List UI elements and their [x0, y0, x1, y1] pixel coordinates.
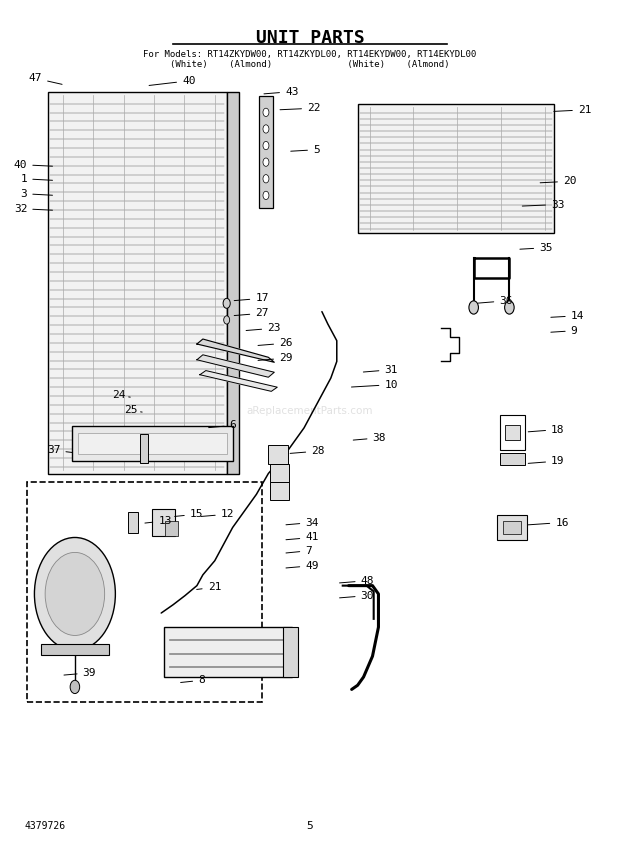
Bar	[283, 627, 298, 677]
Text: 26: 26	[258, 338, 293, 348]
Text: 23: 23	[246, 324, 281, 333]
Text: UNIT PARTS: UNIT PARTS	[255, 28, 365, 46]
Bar	[503, 520, 521, 534]
Text: 20: 20	[540, 176, 577, 187]
Bar	[227, 92, 239, 473]
Text: 12: 12	[201, 509, 234, 520]
Bar	[358, 104, 554, 233]
Text: 21: 21	[554, 104, 591, 115]
Bar	[164, 627, 292, 677]
Circle shape	[224, 316, 229, 324]
Circle shape	[263, 108, 269, 116]
Text: 3: 3	[20, 188, 53, 199]
Bar	[268, 445, 288, 464]
Text: 19: 19	[528, 456, 565, 466]
Text: 36: 36	[478, 296, 513, 306]
Bar	[497, 515, 527, 540]
Text: 40: 40	[149, 76, 195, 86]
Circle shape	[223, 299, 230, 308]
Text: aReplacementParts.com: aReplacementParts.com	[247, 407, 373, 416]
Bar	[27, 482, 262, 702]
Polygon shape	[197, 354, 274, 377]
Text: 49: 49	[286, 561, 319, 571]
Text: 39: 39	[64, 668, 96, 678]
Text: 15: 15	[175, 509, 203, 520]
Text: 28: 28	[290, 446, 325, 456]
Circle shape	[263, 158, 269, 166]
Bar	[140, 434, 148, 463]
Text: 43: 43	[264, 86, 298, 97]
Bar	[259, 96, 273, 208]
Text: 6: 6	[208, 420, 236, 431]
Text: 24: 24	[112, 390, 130, 401]
Text: 35: 35	[520, 243, 552, 253]
Text: 5: 5	[291, 145, 320, 155]
Text: 30: 30	[340, 591, 374, 601]
Bar	[48, 92, 227, 473]
Text: 33: 33	[522, 199, 565, 210]
Text: (White)    (Almond)              (White)    (Almond): (White) (Almond) (White) (Almond)	[170, 60, 450, 68]
Text: 14: 14	[551, 311, 584, 321]
Bar	[270, 464, 289, 482]
Circle shape	[263, 191, 269, 199]
Bar	[153, 509, 175, 536]
Text: 9: 9	[551, 326, 577, 336]
Text: 22: 22	[280, 104, 321, 113]
Bar	[505, 425, 520, 440]
Circle shape	[45, 552, 105, 635]
Text: 17: 17	[234, 294, 268, 303]
Text: 18: 18	[528, 425, 565, 435]
Text: 29: 29	[258, 354, 293, 363]
Text: 21: 21	[197, 582, 221, 592]
Bar	[500, 415, 526, 450]
Polygon shape	[197, 339, 274, 362]
Circle shape	[469, 300, 479, 314]
Bar	[500, 453, 526, 466]
Text: 34: 34	[286, 518, 319, 527]
Text: 27: 27	[234, 308, 268, 318]
Text: 5: 5	[307, 821, 313, 830]
Bar	[270, 482, 289, 500]
Circle shape	[263, 175, 269, 183]
Text: 38: 38	[353, 433, 386, 443]
Text: 7: 7	[286, 546, 312, 556]
Bar	[128, 512, 138, 533]
Text: 40: 40	[14, 160, 53, 169]
Circle shape	[263, 141, 269, 150]
Circle shape	[505, 300, 514, 314]
Bar	[78, 433, 227, 455]
Bar	[165, 520, 178, 536]
Text: 13: 13	[145, 516, 172, 526]
Text: 25: 25	[124, 406, 142, 415]
Circle shape	[70, 681, 79, 693]
Bar	[72, 426, 232, 461]
Text: 37: 37	[47, 445, 72, 455]
Text: 41: 41	[286, 532, 319, 543]
Bar	[41, 644, 109, 655]
Circle shape	[35, 538, 115, 651]
Polygon shape	[200, 371, 277, 391]
Circle shape	[263, 125, 269, 134]
Text: 16: 16	[528, 518, 569, 527]
Text: 1: 1	[20, 174, 53, 184]
Text: 4379726: 4379726	[24, 821, 66, 830]
Text: For Models: RT14ZKYDW00, RT14ZKYDL00, RT14EKYDW00, RT14EKYDL00: For Models: RT14ZKYDW00, RT14ZKYDL00, RT…	[143, 50, 477, 59]
Text: 8: 8	[180, 675, 205, 686]
Text: 10: 10	[352, 380, 398, 389]
Text: 31: 31	[363, 365, 398, 375]
Text: 48: 48	[340, 575, 374, 586]
Text: 47: 47	[29, 74, 62, 85]
Text: 32: 32	[14, 204, 53, 214]
